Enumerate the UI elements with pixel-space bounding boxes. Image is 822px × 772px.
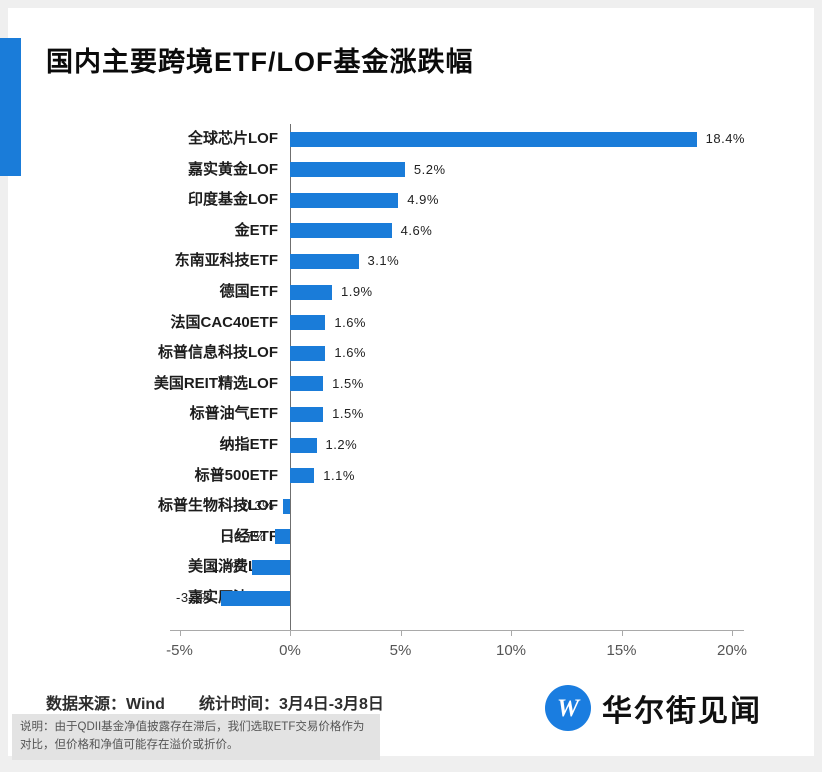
- bar-value-label: 3.1%: [367, 253, 400, 269]
- x-axis-tick-label: 15%: [606, 642, 637, 659]
- bar: [252, 559, 290, 575]
- category-label: 金ETF: [234, 221, 278, 239]
- category-label: 印度基金LOF: [188, 191, 278, 209]
- x-axis-tick-label: 20%: [716, 642, 748, 659]
- bar-value-label: 4.9%: [407, 192, 439, 208]
- bar: [290, 131, 697, 147]
- bar: [290, 284, 332, 300]
- bar: [221, 590, 290, 606]
- bar-value-label: 1.2%: [325, 437, 358, 452]
- category-label: 纳指ETF: [219, 436, 278, 453]
- bar: [283, 498, 290, 514]
- x-axis-tick-label: -5%: [166, 642, 193, 659]
- stat-time-label: 统计时间：3月4日-3月8日: [198, 696, 384, 713]
- title-accent-bar: [0, 38, 21, 176]
- wscn-logo-icon: W: [545, 685, 591, 731]
- x-axis-tick-label: 10%: [495, 642, 527, 659]
- x-axis-line: [169, 630, 744, 631]
- bar: [290, 253, 359, 269]
- bar-value-label: 1.6%: [334, 345, 366, 361]
- bar: [274, 529, 290, 545]
- bar-value-label: -0.3%: [237, 498, 275, 514]
- x-axis-tick-label: 0%: [279, 642, 301, 659]
- source-row: 数据来源：Wind 统计时间：3月4日-3月8日: [46, 690, 384, 714]
- bar-value-label: 1.9%: [340, 284, 373, 299]
- x-axis-tick: [400, 631, 402, 636]
- bar-value-label: 1.1%: [323, 467, 355, 483]
- category-label: 标普生物科技LOF: [158, 497, 278, 515]
- bar: [290, 406, 324, 422]
- category-label: 全球芯片LOF: [188, 130, 278, 147]
- logo-text: 华尔街见闻: [602, 695, 762, 728]
- bar-value-label: -3.1%: [176, 590, 213, 605]
- bar-value-label: 1.5%: [332, 406, 364, 422]
- bar: [290, 345, 326, 361]
- bar: [290, 376, 324, 392]
- bar: [290, 468, 315, 484]
- category-label: 标普信息科技LOF: [158, 344, 278, 362]
- logo-letter: W: [557, 695, 581, 722]
- category-label: 嘉实黄金LOF: [188, 160, 278, 178]
- x-axis-tick: [179, 631, 181, 636]
- bar: [290, 223, 392, 239]
- category-label: 标普油气ETF: [189, 405, 278, 423]
- chart-card: 国内主要跨境ETF/LOF基金涨跌幅 全球芯片LOF 18.4% 嘉实黄金LOF 5.…: [8, 8, 814, 760]
- x-axis-tick-label: 5%: [389, 642, 412, 659]
- chart-title: 国内主要跨境ETF/LOF基金涨跌幅: [46, 47, 474, 77]
- category-label: 东南亚科技ETF: [174, 252, 278, 270]
- x-axis-tick: [511, 631, 512, 636]
- bar: [290, 162, 405, 178]
- bar-value-label: 5.2%: [413, 161, 446, 177]
- bar-chart: 全球芯片LOF 18.4% 嘉实黄金LOF 5.2% 印度基金LOF 4.9% 金ETF 4.…: [8, 118, 814, 663]
- footnote: 说明：由于QDII基金净值披露存在滞后，我们选取ETF交易价格作为对比，但价格和…: [12, 714, 380, 760]
- category-label: 德国ETF: [219, 283, 278, 300]
- bar-value-label: 1.6%: [334, 314, 366, 330]
- x-axis-tick: [290, 631, 291, 636]
- wscn-logo: W 华尔街见闻: [544, 684, 762, 732]
- x-axis-tick: [621, 631, 623, 636]
- bar-value-label: -0.7%: [229, 528, 266, 544]
- data-source-label: 数据来源：Wind: [46, 696, 165, 713]
- category-label: 日经ETF: [219, 527, 278, 545]
- bar: [290, 437, 317, 453]
- bar: [290, 315, 326, 331]
- category-label: 美国REIT精选LOF: [153, 374, 278, 392]
- bar-value-label: 4.6%: [400, 222, 433, 238]
- category-label: 标普500ETF: [194, 466, 278, 484]
- bar-value-label: -1.7%: [206, 559, 244, 575]
- bar-value-label: 18.4%: [705, 131, 745, 146]
- bar: [290, 192, 399, 208]
- bar-value-label: 1.5%: [332, 375, 364, 391]
- category-label: 法国CAC40ETF: [170, 313, 278, 331]
- x-axis-tick: [732, 631, 733, 636]
